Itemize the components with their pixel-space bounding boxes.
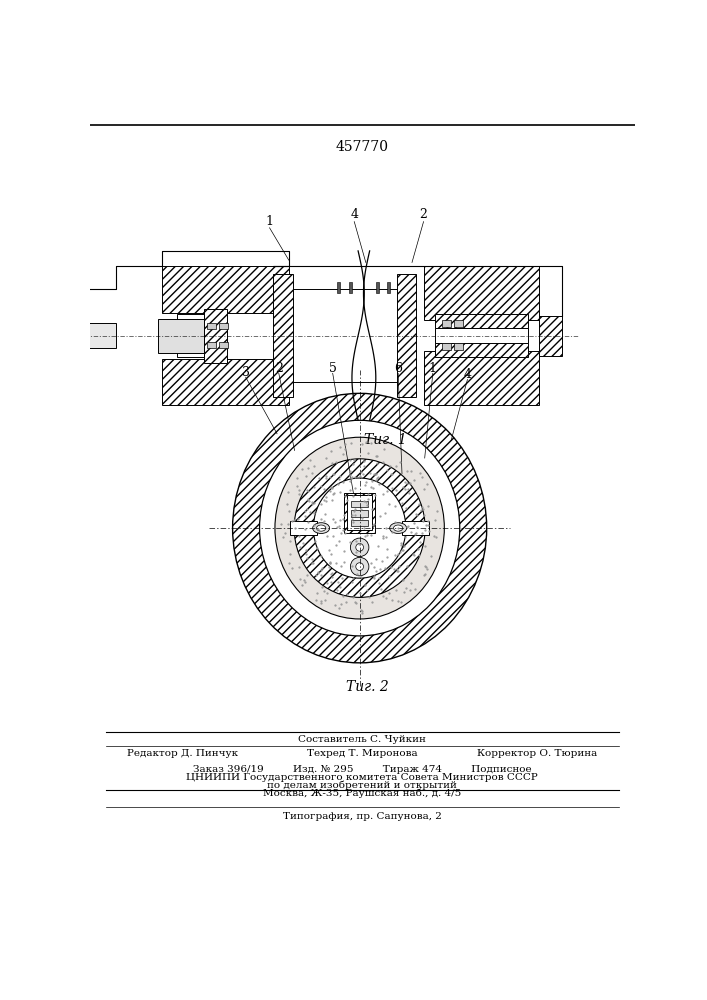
Bar: [387, 282, 390, 293]
Bar: [218, 323, 228, 329]
Text: по делам изобретений и открытий: по делам изобретений и открытий: [267, 781, 457, 790]
Bar: [177, 314, 204, 357]
Bar: [397, 274, 416, 397]
Text: 3: 3: [242, 366, 250, 379]
Bar: [204, 309, 227, 363]
Text: Москва, Ж-35, Раушская наб., д. 4/5: Москва, Ж-35, Раушская наб., д. 4/5: [263, 789, 461, 798]
Bar: [402, 521, 429, 535]
Text: Типография, пр. Сапунова, 2: Типография, пр. Сапунова, 2: [283, 812, 441, 821]
Bar: [162, 359, 288, 405]
Bar: [376, 282, 379, 293]
Bar: [351, 520, 368, 526]
Bar: [351, 510, 368, 517]
Bar: [442, 343, 451, 350]
Bar: [435, 343, 527, 357]
Bar: [435, 314, 527, 328]
Bar: [337, 282, 340, 293]
Bar: [158, 319, 204, 353]
Bar: [454, 320, 463, 327]
Bar: [539, 316, 562, 356]
Text: Техред Т. Миронова: Техред Т. Миронова: [307, 749, 417, 758]
Bar: [207, 342, 216, 348]
Text: Редактор Д. Пинчук: Редактор Д. Пинчук: [127, 749, 238, 758]
Bar: [442, 320, 451, 327]
Bar: [349, 282, 352, 293]
Bar: [218, 342, 228, 348]
Bar: [344, 493, 375, 533]
Bar: [423, 351, 539, 405]
Text: Составитель С. Чуйкин: Составитель С. Чуйкин: [298, 735, 426, 744]
Text: ЦНИИПИ Государственного комитета Совета Министров СССР: ЦНИИПИ Государственного комитета Совета …: [186, 773, 538, 782]
Text: 1: 1: [266, 215, 274, 228]
Bar: [207, 323, 216, 329]
Text: 5: 5: [329, 362, 337, 375]
Bar: [42, 316, 64, 356]
Bar: [347, 495, 372, 530]
Bar: [162, 266, 288, 312]
Text: Τиг. 2: Τиг. 2: [346, 680, 389, 694]
Text: 2: 2: [420, 208, 428, 221]
Ellipse shape: [317, 525, 326, 531]
Ellipse shape: [312, 523, 329, 533]
Ellipse shape: [390, 523, 407, 533]
Text: 6: 6: [394, 362, 402, 375]
Text: 457770: 457770: [335, 140, 388, 154]
Bar: [62, 319, 85, 353]
Circle shape: [351, 538, 369, 557]
Bar: [435, 328, 527, 343]
Bar: [291, 521, 317, 535]
Ellipse shape: [313, 478, 406, 578]
Ellipse shape: [394, 525, 403, 531]
Bar: [85, 323, 115, 348]
Bar: [277, 289, 412, 382]
Bar: [454, 343, 463, 350]
Text: Корректор О. Тюрина: Корректор О. Тюрина: [477, 749, 597, 758]
Circle shape: [356, 563, 363, 570]
Text: 4: 4: [350, 208, 358, 221]
Circle shape: [351, 557, 369, 576]
Ellipse shape: [233, 393, 486, 663]
Bar: [423, 266, 539, 320]
Ellipse shape: [275, 437, 444, 619]
Bar: [274, 274, 293, 397]
Text: Заказ 396/19         Изд. № 295         Тираж 474         Подписное: Заказ 396/19 Изд. № 295 Тираж 474 Подпис…: [192, 765, 531, 774]
Text: 2: 2: [275, 362, 283, 375]
Ellipse shape: [259, 420, 460, 636]
Text: 4: 4: [464, 368, 472, 381]
Bar: [351, 501, 368, 507]
Ellipse shape: [294, 459, 425, 597]
Text: 1: 1: [428, 362, 437, 375]
Text: Τиг. 1: Τиг. 1: [363, 433, 407, 447]
Circle shape: [356, 543, 363, 551]
